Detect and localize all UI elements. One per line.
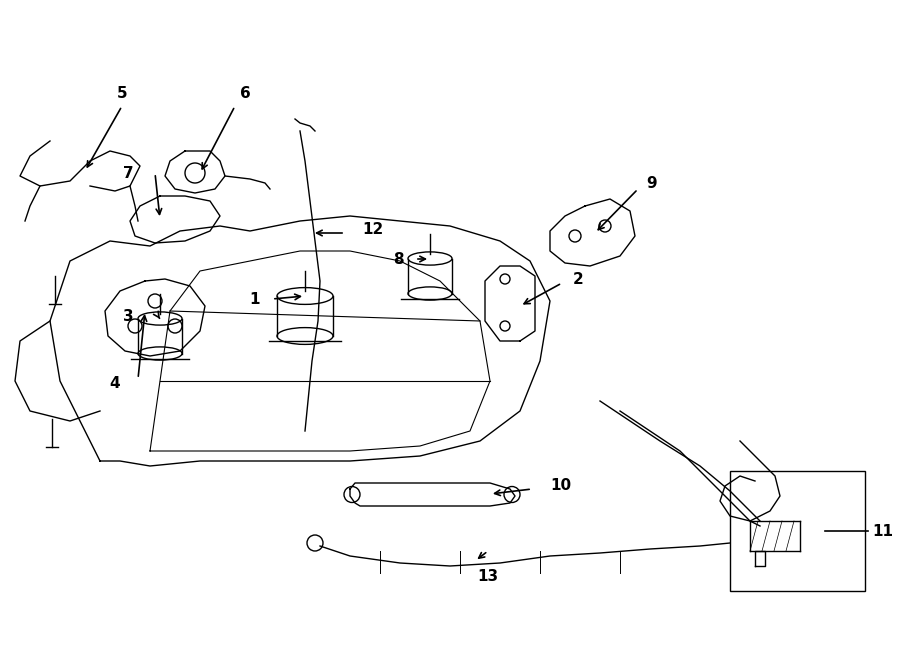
Text: 12: 12 [362,221,383,237]
Text: 3: 3 [122,309,133,323]
Text: 5: 5 [117,85,127,100]
Text: 8: 8 [392,251,403,266]
Text: 2: 2 [572,272,583,286]
Text: 4: 4 [110,375,121,391]
Text: 11: 11 [872,524,893,539]
Text: 7: 7 [122,165,133,180]
Text: 13: 13 [477,569,499,584]
Text: 6: 6 [239,85,250,100]
Text: 10: 10 [550,479,572,494]
Text: 9: 9 [647,176,657,190]
Bar [730,471,865,591]
Text: 1: 1 [249,292,260,307]
